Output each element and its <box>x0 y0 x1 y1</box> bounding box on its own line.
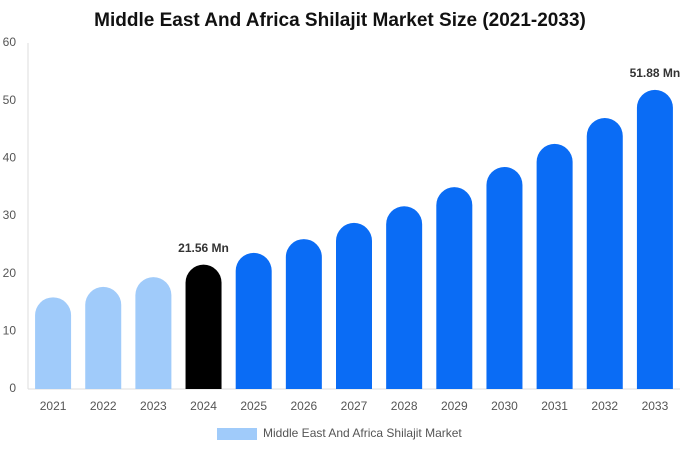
bar <box>486 166 523 389</box>
x-tick-label: 2025 <box>240 399 267 413</box>
x-tick-label: 2032 <box>591 399 618 413</box>
chart-title: Middle East And Africa Shilajit Market S… <box>94 10 586 31</box>
x-tick-label: 2024 <box>190 399 217 413</box>
data-label: 21.56 Mn <box>178 241 229 255</box>
x-tick-label: 2033 <box>642 399 669 413</box>
legend-swatch <box>217 428 257 440</box>
bar <box>35 297 72 389</box>
y-tick-label: 10 <box>3 324 17 338</box>
bar <box>285 239 322 389</box>
bar <box>336 222 372 389</box>
bar <box>636 89 673 390</box>
y-tick-label: 50 <box>3 93 17 107</box>
bar <box>436 187 473 389</box>
bar <box>386 206 423 389</box>
y-tick-label: 20 <box>3 266 17 280</box>
bar <box>235 252 272 389</box>
bar <box>185 264 222 389</box>
y-tick-label: 0 <box>9 381 16 395</box>
legend-label: Middle East And Africa Shilajit Market <box>263 426 462 440</box>
x-tick-label: 2023 <box>140 399 167 413</box>
x-tick-label: 2026 <box>290 399 317 413</box>
bar <box>536 143 573 389</box>
x-tick-label: 2022 <box>90 399 117 413</box>
x-tick-label: 2029 <box>441 399 468 413</box>
y-tick-label: 60 <box>3 35 17 49</box>
x-tick-label: 2028 <box>391 399 418 413</box>
bar <box>135 277 172 389</box>
x-tick-label: 2021 <box>40 399 67 413</box>
data-label: 51.88 Mn <box>630 66 680 80</box>
y-tick-label: 30 <box>3 208 17 222</box>
x-tick-label: 2031 <box>541 399 568 413</box>
x-tick-label: 2027 <box>341 399 368 413</box>
x-tick-label: 2030 <box>491 399 518 413</box>
bar <box>85 286 122 389</box>
bar <box>586 117 623 389</box>
y-tick-label: 40 <box>3 151 17 165</box>
